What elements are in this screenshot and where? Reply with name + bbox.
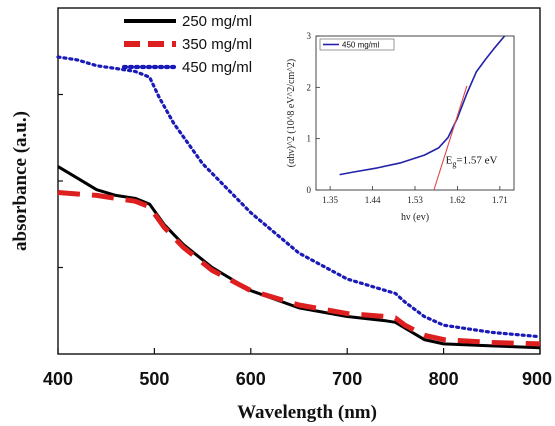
x-tick-label: 700	[332, 369, 362, 389]
inset-y-axis-title: (αhν)^2 (10^8 eV^2/cm^2)	[286, 59, 297, 168]
inset-y-tick-label: 3	[307, 31, 312, 41]
inset-legend-label: 450 mg/ml	[342, 41, 380, 50]
inset-x-tick-label: 1.71	[492, 195, 508, 205]
legend-label: 350 mg/ml	[182, 36, 252, 53]
x-tick-label: 600	[236, 369, 266, 389]
legend-label: 250 mg/ml	[182, 13, 252, 30]
x-tick-label: 900	[522, 369, 552, 389]
inset-x-tick-label: 1.35	[322, 195, 338, 205]
inset-x-tick-label: 1.53	[407, 195, 423, 205]
inset-y-tick-label: 1	[307, 134, 312, 144]
x-tick-label: 500	[139, 369, 169, 389]
series-line-solid	[57, 165, 541, 350]
inset-tauc-curve	[339, 35, 506, 176]
inset-x-tick-label: 1.62	[450, 195, 466, 205]
inset-legend-box	[319, 38, 395, 51]
series-line-dashed	[57, 190, 541, 347]
inset-y-tick-label: 0	[307, 185, 312, 195]
y-axis-title: absorbance (a.u.)	[10, 111, 31, 251]
band-gap-annotation: Eg=1.57 eV	[446, 154, 498, 168]
inset-x-tick-label: 1.44	[365, 195, 381, 205]
inset-tauc-plot: 1.35 1.44 1.53 1.62 1.71 0 1 2 3 hν (ev) (αhν)^2 (…	[286, 31, 515, 223]
main-axes: 400 500 600 700 800 900	[43, 7, 552, 389]
main-legend: 250 mg/ml 350 mg/ml 450 mg/ml	[121, 13, 252, 76]
main-series-group	[56, 55, 542, 350]
legend-label: 450 mg/ml	[182, 59, 252, 76]
inset-plot-frame	[315, 35, 515, 191]
x-axis-title: Wavelength (nm)	[237, 402, 377, 423]
inset-y-tick-label: 2	[307, 82, 312, 92]
series-line-dotted	[56, 55, 542, 339]
x-tick-label: 400	[43, 369, 73, 389]
inset-x-axis-title: hν (ev)	[401, 212, 429, 223]
x-tick-label: 800	[429, 369, 459, 389]
inset-fit-line	[433, 85, 468, 191]
